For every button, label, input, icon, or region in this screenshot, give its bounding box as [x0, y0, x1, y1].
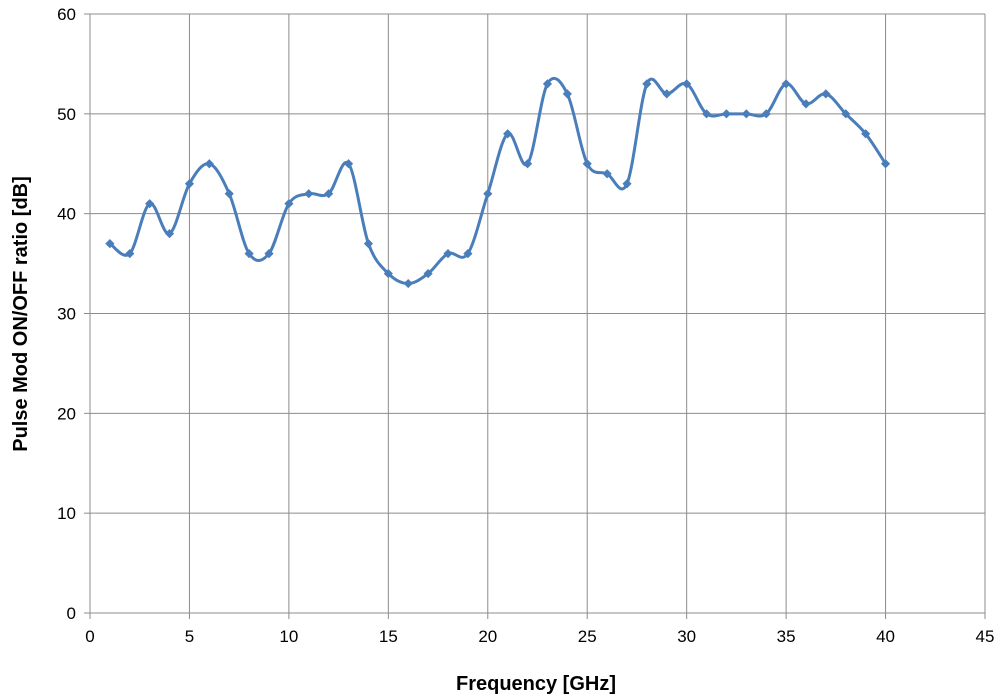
data-point: [781, 79, 791, 89]
data-point: [741, 109, 751, 119]
axes: [84, 13, 986, 619]
data-point: [821, 89, 831, 99]
x-axis-title: Frequency [GHz]: [456, 673, 616, 695]
x-tick-label: 30: [677, 627, 696, 646]
series-line: [108, 76, 887, 286]
data-point: [343, 159, 354, 169]
data-point: [105, 239, 115, 249]
data-point: [880, 159, 891, 169]
data-point: [164, 229, 175, 239]
data-point: [721, 109, 732, 119]
y-tick-label: 0: [67, 604, 76, 623]
data-point: [542, 79, 553, 89]
y-tick-label: 20: [57, 404, 76, 423]
data-point: [284, 199, 294, 209]
data-point: [304, 189, 314, 199]
data-point: [861, 129, 871, 139]
x-tick-label: 15: [379, 627, 398, 646]
data-point: [184, 179, 195, 189]
y-tick-label: 10: [57, 504, 76, 523]
data-point: [602, 169, 612, 179]
gridlines: [90, 13, 986, 613]
data-point: [562, 89, 572, 99]
x-tick-label: 10: [279, 627, 298, 646]
x-tick-label: 40: [876, 627, 895, 646]
data-point: [264, 249, 274, 259]
x-tick-labels: 0 5 10 15 20 25 30 35 40 45: [85, 627, 994, 646]
x-tick-label: 45: [976, 627, 995, 646]
data-point: [125, 249, 135, 259]
data-point: [324, 189, 334, 199]
y-tick-label: 30: [57, 305, 76, 324]
data-point: [662, 89, 672, 99]
data-point: [244, 249, 254, 259]
data-point: [483, 189, 493, 199]
data-point: [761, 109, 771, 119]
data-point: [841, 109, 851, 119]
data-point: [383, 268, 393, 279]
data-point: [403, 278, 413, 289]
series-layer: [105, 76, 891, 289]
data-point: [463, 249, 473, 259]
data-point: [522, 159, 533, 169]
data-point: [503, 129, 513, 139]
y-tick-label: 60: [57, 5, 76, 24]
data-point: [622, 179, 632, 189]
data-point: [204, 159, 214, 169]
x-tick-label: 25: [578, 627, 597, 646]
data-point: [363, 239, 374, 249]
y-tick-labels: 0 10 20 30 40 50 60: [57, 5, 76, 623]
data-point: [582, 159, 592, 169]
data-point: [682, 79, 692, 89]
data-point: [145, 199, 155, 209]
x-tick-label: 0: [85, 627, 94, 646]
data-point: [443, 249, 453, 259]
y-axis-title: Pulse Mod ON/OFF ratio [dB]: [10, 176, 32, 452]
data-point: [224, 189, 234, 199]
y-tick-label: 50: [57, 105, 76, 124]
x-tick-label: 35: [777, 627, 796, 646]
data-point: [801, 99, 811, 109]
x-tick-label: 20: [478, 627, 497, 646]
data-point: [701, 109, 712, 119]
y-tick-label: 40: [57, 205, 76, 224]
data-point: [642, 79, 652, 89]
x-tick-label: 5: [185, 627, 194, 646]
data-point: [423, 268, 433, 279]
